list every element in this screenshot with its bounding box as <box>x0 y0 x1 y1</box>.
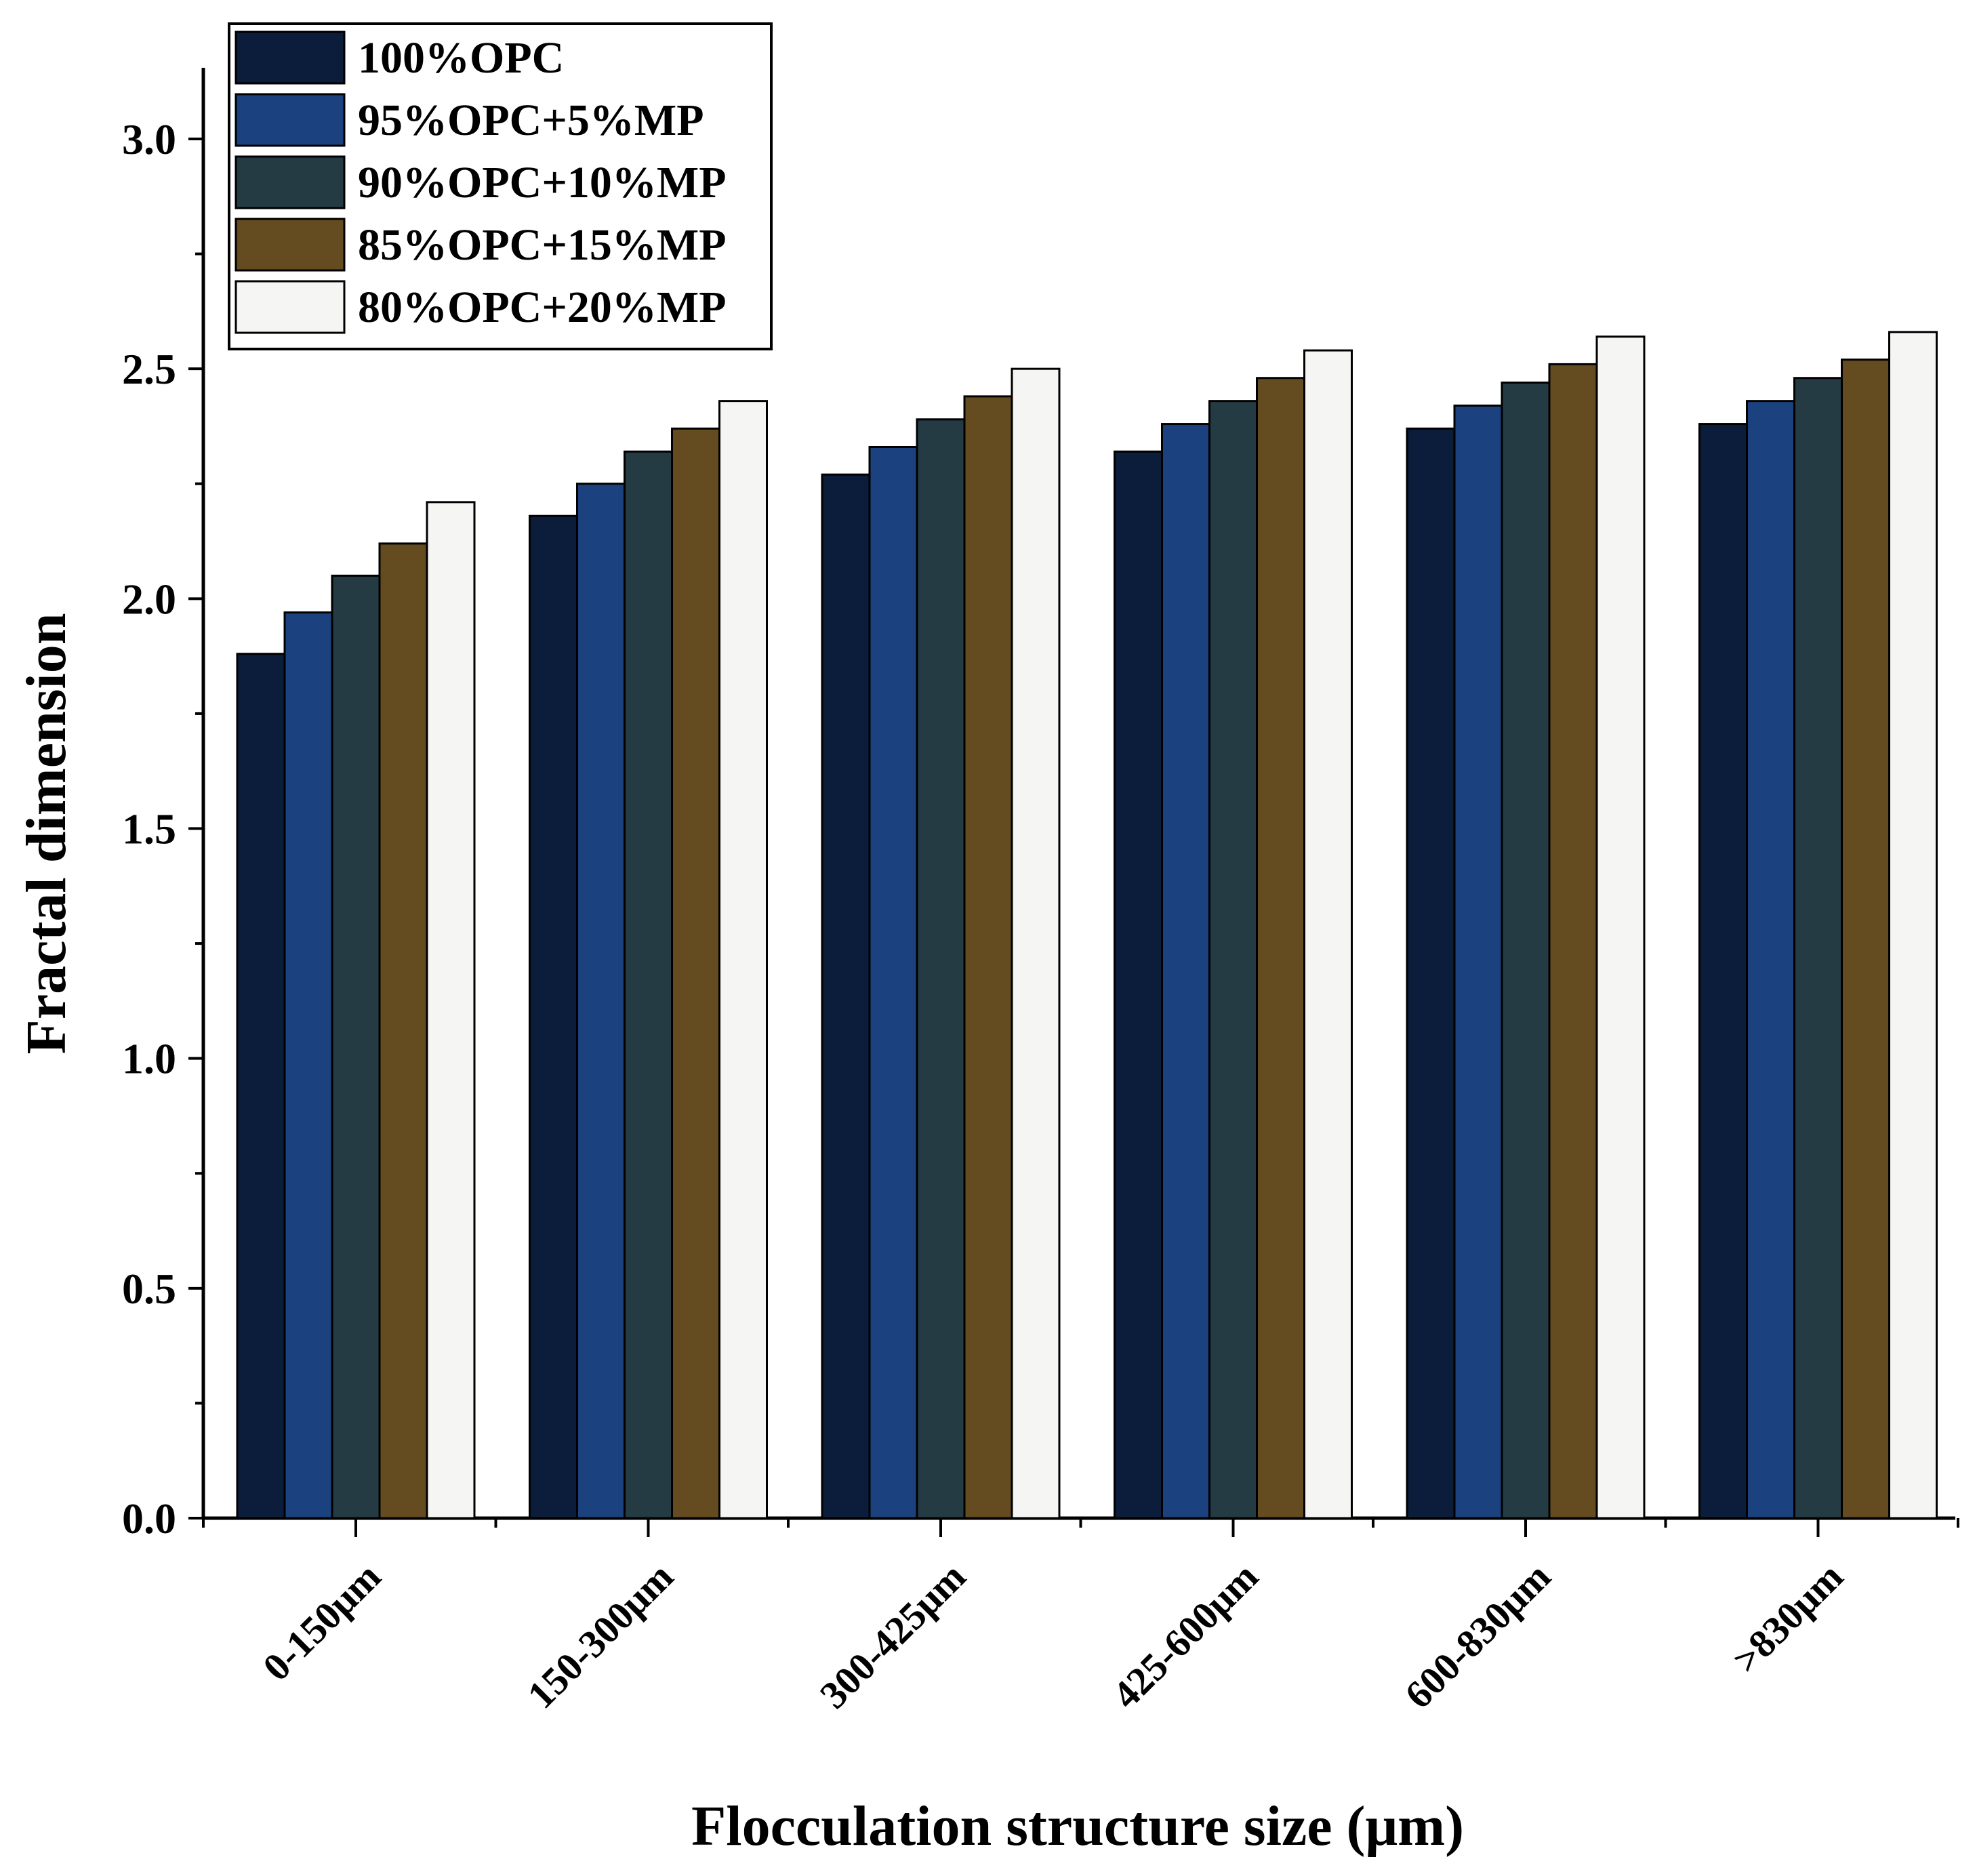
x-tick-label: 300-425μm <box>811 1554 974 1717</box>
x-tick-label: 600-830μm <box>1396 1554 1559 1717</box>
bar <box>1114 450 1163 1520</box>
bar <box>378 542 428 1520</box>
bar <box>1548 363 1598 1520</box>
bar <box>529 514 578 1520</box>
bar <box>283 611 333 1520</box>
y-tick-label: 1.0 <box>122 1035 176 1083</box>
bar <box>1841 359 1890 1520</box>
x-axis-ticks: 0-150μm 150-300μm 300-425μm 425-600μm 600-83… <box>202 1518 1959 1717</box>
bar <box>331 574 381 1520</box>
y-tick-label: 1.5 <box>122 805 176 853</box>
x-tick-label: 0-150μm <box>254 1554 389 1689</box>
bar <box>1793 377 1843 1520</box>
bar <box>1406 427 1456 1520</box>
bar <box>671 427 720 1520</box>
bar <box>1746 400 1795 1520</box>
bar <box>576 483 626 1520</box>
y-tick-label: 2.0 <box>122 575 176 623</box>
x-tick-label: >830μm <box>1724 1554 1851 1681</box>
y-tick-label: 2.5 <box>122 345 176 393</box>
legend-label: 80%OPC+20%MP <box>358 283 727 332</box>
bar <box>1595 335 1646 1520</box>
bar <box>1698 423 1748 1520</box>
y-tick-label: 0.5 <box>122 1265 176 1313</box>
y-axis-ticks: 0.0 0.5 1.0 1.5 2.0 2.5 3.0 <box>122 115 203 1543</box>
x-tick-label: 150-300μm <box>519 1554 682 1717</box>
bar <box>426 501 476 1520</box>
bar <box>236 653 286 1520</box>
bar <box>1453 404 1503 1520</box>
bar <box>1501 382 1551 1520</box>
bars <box>236 331 1938 1520</box>
bar <box>718 400 768 1520</box>
y-axis-title: Fractal dimension <box>15 613 78 1055</box>
x-axis-title: Flocculation structure size (μm) <box>691 1795 1464 1858</box>
bar <box>963 395 1013 1520</box>
legend-label: 85%OPC+15%MP <box>358 220 727 270</box>
x-tick-label: 425-600μm <box>1104 1554 1267 1717</box>
bar <box>1011 367 1061 1520</box>
legend-label: 95%OPC+5%MP <box>358 96 704 145</box>
bar <box>1303 349 1353 1520</box>
bar <box>916 418 966 1520</box>
legend-label: 100%OPC <box>358 33 564 83</box>
bar <box>624 450 673 1520</box>
bar <box>821 473 871 1520</box>
bar <box>868 445 918 1520</box>
bar <box>1208 400 1258 1520</box>
legend-swatch <box>235 218 346 272</box>
legend: 100%OPC 95%OPC+5%MP 90%OPC+10%MP 85%OPC+15%… <box>228 22 773 350</box>
legend-swatch <box>235 30 346 85</box>
legend-swatch <box>235 93 346 147</box>
legend-swatch <box>235 155 346 209</box>
y-tick-label: 3.0 <box>122 115 176 163</box>
bar <box>1888 331 1938 1520</box>
legend-swatch <box>235 280 346 334</box>
legend-label: 90%OPC+10%MP <box>358 158 727 207</box>
y-tick-label: 0.0 <box>122 1494 176 1543</box>
bar <box>1161 423 1210 1520</box>
bar <box>1256 377 1305 1520</box>
